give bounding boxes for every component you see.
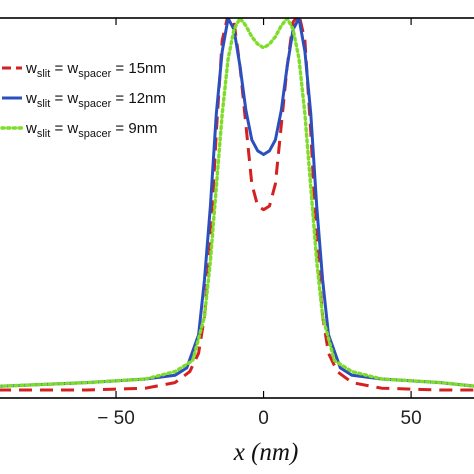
- x-tick-label: − 50: [97, 408, 135, 429]
- series-line-2: [0, 18, 474, 388]
- legend-text-part: = 12nm: [111, 90, 166, 107]
- legend-label-1: wslit = wspacer = 12nm: [25, 90, 166, 110]
- legend-text-part: = w: [50, 120, 78, 137]
- legend-label-2: wslit = wspacer = 9nm: [25, 120, 158, 140]
- x-tick-label: 0: [258, 408, 269, 429]
- legend-text-part: w: [25, 60, 37, 77]
- series-line-1: [0, 18, 474, 388]
- x-axis-title: x (nm): [233, 439, 299, 466]
- legend-subscript: slit: [37, 98, 50, 110]
- legend-label-0: wslit = wspacer = 15nm: [25, 60, 166, 80]
- legend-text-part: = w: [50, 90, 78, 107]
- series-layer: [0, 18, 474, 392]
- legend-subscript: spacer: [78, 98, 111, 110]
- legend-subscript: slit: [37, 68, 50, 80]
- legend-text-part: w: [25, 120, 37, 137]
- legend-subscript: spacer: [78, 68, 111, 80]
- tick-layer: − 50 0 50: [97, 18, 422, 429]
- legend-text-part: = w: [50, 60, 78, 77]
- legend-subscript: spacer: [78, 128, 111, 140]
- legend-text-part: = 15nm: [111, 60, 166, 77]
- plot-area-frame: [0, 17, 474, 399]
- series-line-0: [0, 18, 474, 392]
- legend-text-part: = 9nm: [111, 120, 157, 137]
- x-tick-label: 50: [401, 408, 422, 429]
- legend-text-part: w: [25, 90, 37, 107]
- legend-subscript: slit: [37, 128, 50, 140]
